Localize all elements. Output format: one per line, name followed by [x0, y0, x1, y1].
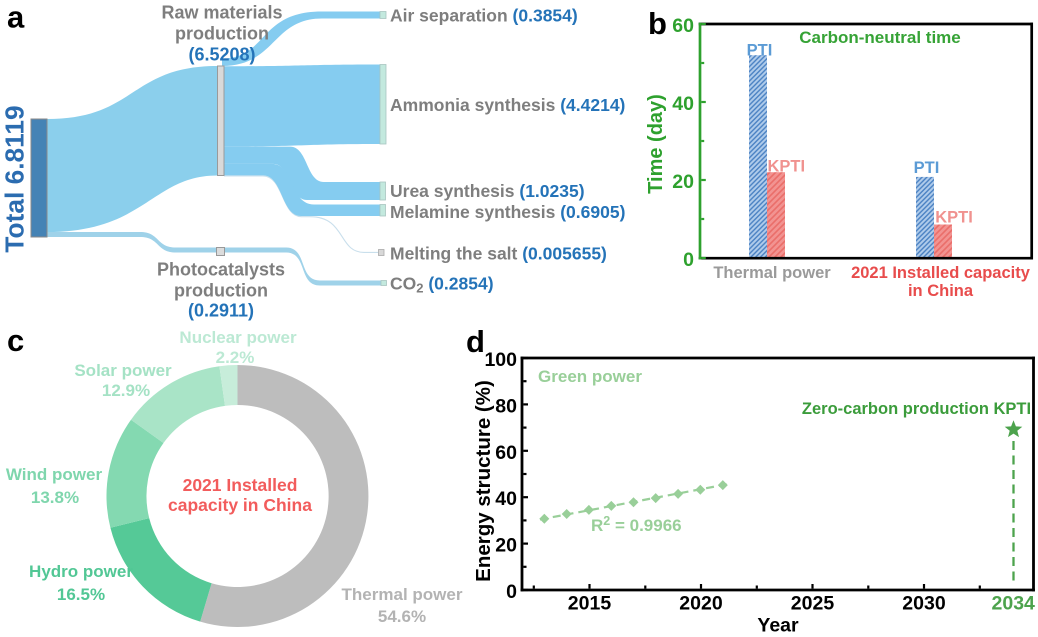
svg-text:2020: 2020 [679, 593, 723, 615]
svg-text:Nuclear power: Nuclear power [179, 328, 297, 347]
svg-text:60: 60 [495, 442, 517, 464]
svg-text:0: 0 [683, 249, 694, 271]
svg-text:d: d [466, 324, 485, 359]
svg-text:2021 Installed: 2021 Installed [183, 475, 298, 495]
svg-text:Carbon-neutral time: Carbon-neutral time [799, 28, 961, 47]
svg-text:Photocatalysts: Photocatalysts [157, 260, 285, 280]
svg-text:PTI: PTI [914, 159, 940, 177]
svg-text:production: production [174, 281, 268, 301]
svg-text:Energy structure (%): Energy structure (%) [472, 380, 495, 582]
svg-text:2025: 2025 [791, 593, 835, 615]
svg-text:20: 20 [672, 171, 694, 193]
svg-text:2015: 2015 [568, 593, 612, 615]
svg-text:c: c [7, 323, 24, 358]
svg-text:54.6%: 54.6% [378, 607, 426, 626]
svg-text:13.8%: 13.8% [31, 488, 79, 507]
svg-text:PTI: PTI [747, 42, 773, 60]
svg-text:0: 0 [506, 581, 517, 603]
svg-text:Solar power: Solar power [74, 361, 172, 380]
svg-text:12.9%: 12.9% [102, 381, 150, 400]
svg-text:Zero-carbon production KPTI: Zero-carbon production KPTI [802, 400, 1031, 418]
svg-text:20: 20 [495, 535, 517, 557]
svg-text:2030: 2030 [902, 593, 946, 615]
svg-text:KPTI: KPTI [935, 209, 973, 227]
svg-text:a: a [7, 0, 25, 35]
svg-text:Green power: Green power [538, 367, 642, 386]
svg-text:Urea synthesis (1.0235): Urea synthesis (1.0235) [390, 181, 585, 201]
svg-text:2.2%: 2.2% [216, 348, 255, 367]
svg-text:Hydro power: Hydro power [29, 562, 133, 581]
svg-text:b: b [648, 6, 667, 41]
svg-text:R2 = 0.9966: R2 = 0.9966 [591, 514, 682, 535]
svg-text:Thermal power: Thermal power [713, 264, 831, 282]
svg-text:80: 80 [495, 395, 517, 417]
svg-text:16.5%: 16.5% [57, 585, 105, 604]
svg-text:2021 Installed capacity: 2021 Installed capacity [851, 264, 1031, 282]
svg-text:(0.2911): (0.2911) [188, 301, 254, 321]
svg-text:2034: 2034 [992, 593, 1036, 615]
svg-text:Air separation (0.3854): Air separation (0.3854) [390, 5, 578, 25]
svg-text:KPTI: KPTI [768, 158, 806, 176]
svg-text:Thermal power: Thermal power [342, 585, 463, 604]
svg-text:Wind power: Wind power [6, 465, 103, 484]
svg-text:Melting the salt (0.005655): Melting the salt (0.005655) [390, 243, 607, 263]
svg-text:Year: Year [757, 615, 799, 637]
svg-text:Time (day): Time (day) [645, 94, 667, 194]
svg-text:CO2 (0.2854): CO2 (0.2854) [390, 273, 494, 295]
svg-text:production: production [175, 24, 269, 44]
svg-text:40: 40 [672, 93, 694, 115]
svg-text:Raw materials: Raw materials [161, 3, 282, 23]
svg-text:(6.5208): (6.5208) [188, 45, 255, 65]
svg-text:Total 6.8119: Total 6.8119 [0, 105, 30, 252]
svg-text:Melamine synthesis (0.6905): Melamine synthesis (0.6905) [390, 202, 625, 222]
svg-text:60: 60 [672, 15, 694, 37]
svg-text:Ammonia synthesis (4.4214): Ammonia synthesis (4.4214) [390, 95, 625, 115]
svg-text:capacity in China: capacity in China [168, 495, 312, 515]
svg-text:40: 40 [495, 488, 517, 510]
svg-text:100: 100 [484, 349, 517, 371]
svg-text:in China: in China [908, 282, 974, 300]
